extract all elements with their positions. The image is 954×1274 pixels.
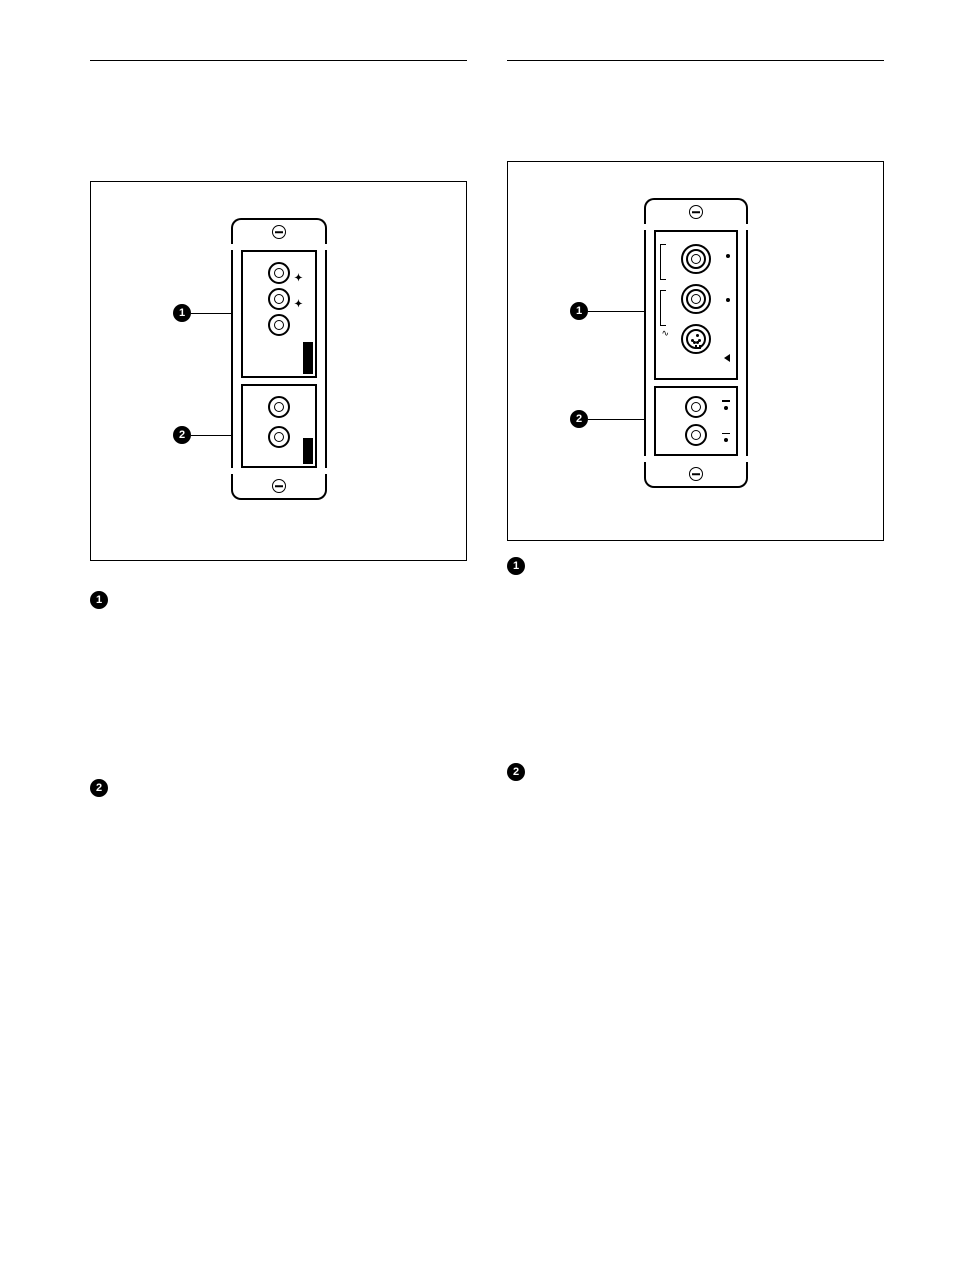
screw-icon [689,467,703,481]
right-marks [722,400,730,410]
wave-icon: ∿ [662,328,670,339]
top-inset: ∿ [654,230,738,380]
left-column: 1 2 ✦ ✦ [90,60,467,797]
rca-jack [685,424,707,446]
right-marks [726,254,730,258]
two-column-layout: 1 2 ✦ ✦ [90,60,884,797]
rca-jack [685,396,707,418]
bottom-inset [241,384,317,468]
text-callout-2: 2 [507,763,525,781]
text-callout-1: 1 [507,557,525,575]
panel-cap-top [231,218,327,244]
screw-icon [689,205,703,219]
text-callout-1: 1 [90,591,108,609]
bracket-icon [660,290,666,326]
panel-body: ✦ ✦ [231,250,327,468]
left-figure-frame: 1 2 ✦ ✦ [90,181,467,561]
dot-icon [726,298,730,302]
text-callout-2: 2 [90,779,108,797]
right-text-block: 1 2 [507,541,884,781]
side-block [303,342,313,374]
right-figure-frame: 1 2 [507,161,884,541]
bracket-icon [660,244,666,280]
top-rule-left [90,60,467,61]
plus-mark: ✦ [294,300,302,310]
rca-jack [268,426,290,448]
right-marks [726,298,730,302]
quarter-inch-jack [681,244,711,274]
text-spacer [507,575,884,763]
screw-icon [272,225,286,239]
dot-icon [726,254,730,258]
panel-cap-bottom [231,474,327,500]
figure-callout-1: 1 [570,302,588,320]
figure-callout-2: 2 [173,426,191,444]
figure-callout-1: 1 [173,304,191,322]
dot-icon [724,438,728,442]
left-text-block: 1 2 [90,561,467,797]
right-column: 1 2 [507,60,884,797]
triangle-icon [724,354,730,362]
rca-jack [268,314,290,336]
plus-mark: ✦ [294,274,302,284]
text-spacer [90,609,467,779]
dash-icon [722,433,730,435]
panel-body: ∿ [644,230,748,456]
right-marks [722,433,730,443]
top-rule-right [507,60,884,61]
figure-callout-2: 2 [570,410,588,428]
connector-panel-right: ∿ [644,198,748,488]
dot-icon [724,406,728,410]
rca-jack [268,288,290,310]
rca-jack [268,396,290,418]
side-block [303,438,313,464]
screw-icon [272,479,286,493]
dash-icon [722,400,730,402]
quarter-inch-jack [681,284,711,314]
page: 1 2 ✦ ✦ [0,0,954,1274]
din-inner [686,329,706,349]
panel-cap-top [644,198,748,224]
din-connector [681,324,711,354]
top-inset: ✦ ✦ [241,250,317,378]
rca-jack [268,262,290,284]
connector-panel-left: ✦ ✦ [231,218,327,500]
panel-cap-bottom [644,462,748,488]
bottom-inset [654,386,738,456]
